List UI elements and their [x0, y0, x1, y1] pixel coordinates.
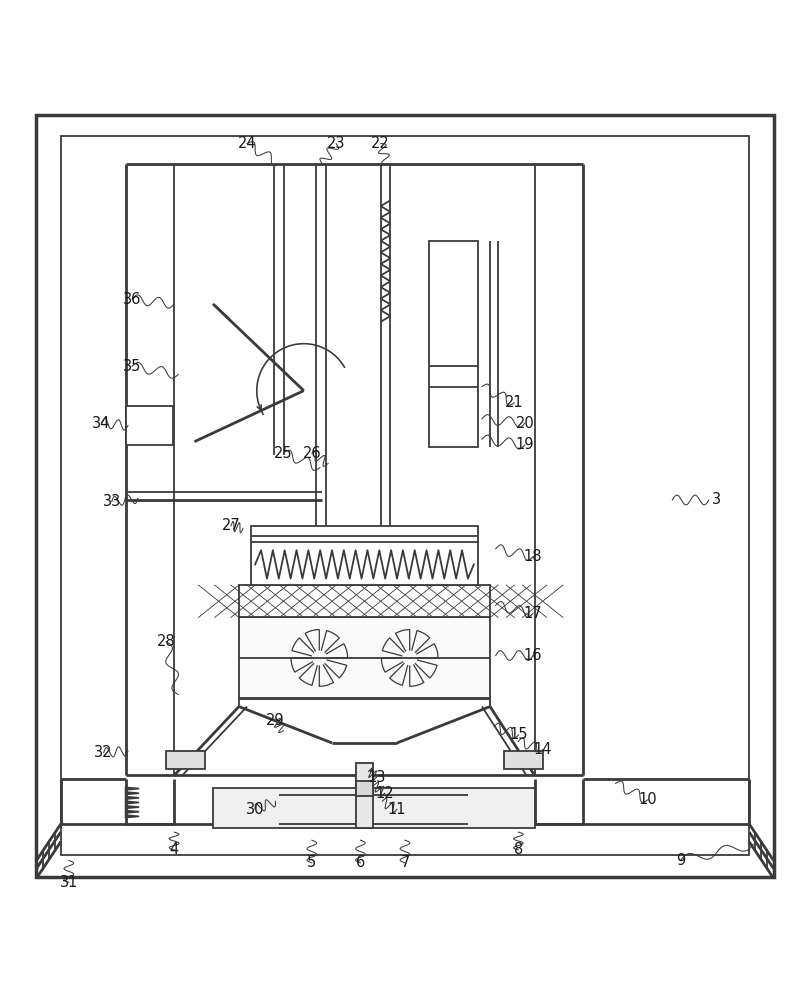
- Text: 12: 12: [376, 786, 394, 801]
- Text: 20: 20: [515, 416, 535, 431]
- Circle shape: [403, 651, 416, 664]
- Bar: [126, 406, 173, 445]
- Circle shape: [166, 257, 260, 351]
- Bar: [239, 617, 490, 698]
- Text: 16: 16: [524, 648, 542, 663]
- Circle shape: [211, 480, 243, 512]
- Text: 19: 19: [516, 437, 534, 452]
- Text: 23: 23: [327, 136, 345, 151]
- Circle shape: [192, 283, 234, 325]
- Circle shape: [209, 300, 217, 308]
- Bar: [356, 763, 373, 828]
- Circle shape: [274, 804, 285, 815]
- Text: 34: 34: [92, 416, 110, 431]
- Circle shape: [271, 358, 336, 423]
- Circle shape: [379, 627, 441, 689]
- Text: 35: 35: [123, 359, 141, 374]
- Text: 22: 22: [371, 136, 390, 151]
- Text: 17: 17: [524, 606, 542, 621]
- Text: 10: 10: [639, 792, 657, 807]
- Text: 14: 14: [534, 742, 552, 757]
- Text: 18: 18: [524, 549, 542, 564]
- Bar: [61, 135, 749, 855]
- Text: 5: 5: [307, 855, 317, 870]
- Circle shape: [454, 795, 483, 824]
- Text: 11: 11: [388, 802, 406, 817]
- Text: 36: 36: [123, 292, 141, 307]
- Text: 9: 9: [676, 853, 685, 868]
- Circle shape: [463, 804, 474, 815]
- Text: 33: 33: [103, 494, 121, 509]
- Circle shape: [290, 377, 318, 404]
- Bar: [239, 585, 490, 617]
- Text: 6: 6: [356, 855, 365, 870]
- Text: 21: 21: [505, 395, 523, 410]
- Text: 3: 3: [712, 492, 722, 508]
- Text: 15: 15: [509, 727, 527, 742]
- Text: 4: 4: [169, 842, 179, 857]
- Circle shape: [313, 651, 326, 664]
- Circle shape: [301, 387, 307, 394]
- Text: 7: 7: [400, 855, 410, 870]
- Text: 27: 27: [221, 518, 241, 533]
- Circle shape: [288, 627, 350, 689]
- Text: 31: 31: [60, 875, 78, 890]
- Text: 13: 13: [368, 770, 386, 785]
- Bar: [251, 526, 478, 585]
- Bar: [429, 241, 478, 447]
- Bar: [213, 788, 535, 828]
- Circle shape: [265, 795, 294, 824]
- Text: 32: 32: [95, 745, 113, 760]
- Text: 25: 25: [275, 446, 292, 461]
- Bar: [166, 751, 205, 769]
- Bar: [239, 585, 490, 617]
- Text: 26: 26: [303, 446, 321, 461]
- Bar: [356, 781, 373, 796]
- Text: 8: 8: [514, 842, 523, 857]
- Text: 29: 29: [266, 713, 284, 728]
- Bar: [504, 751, 543, 769]
- Text: 24: 24: [238, 136, 256, 151]
- Text: 30: 30: [246, 802, 264, 817]
- Text: 28: 28: [157, 634, 175, 649]
